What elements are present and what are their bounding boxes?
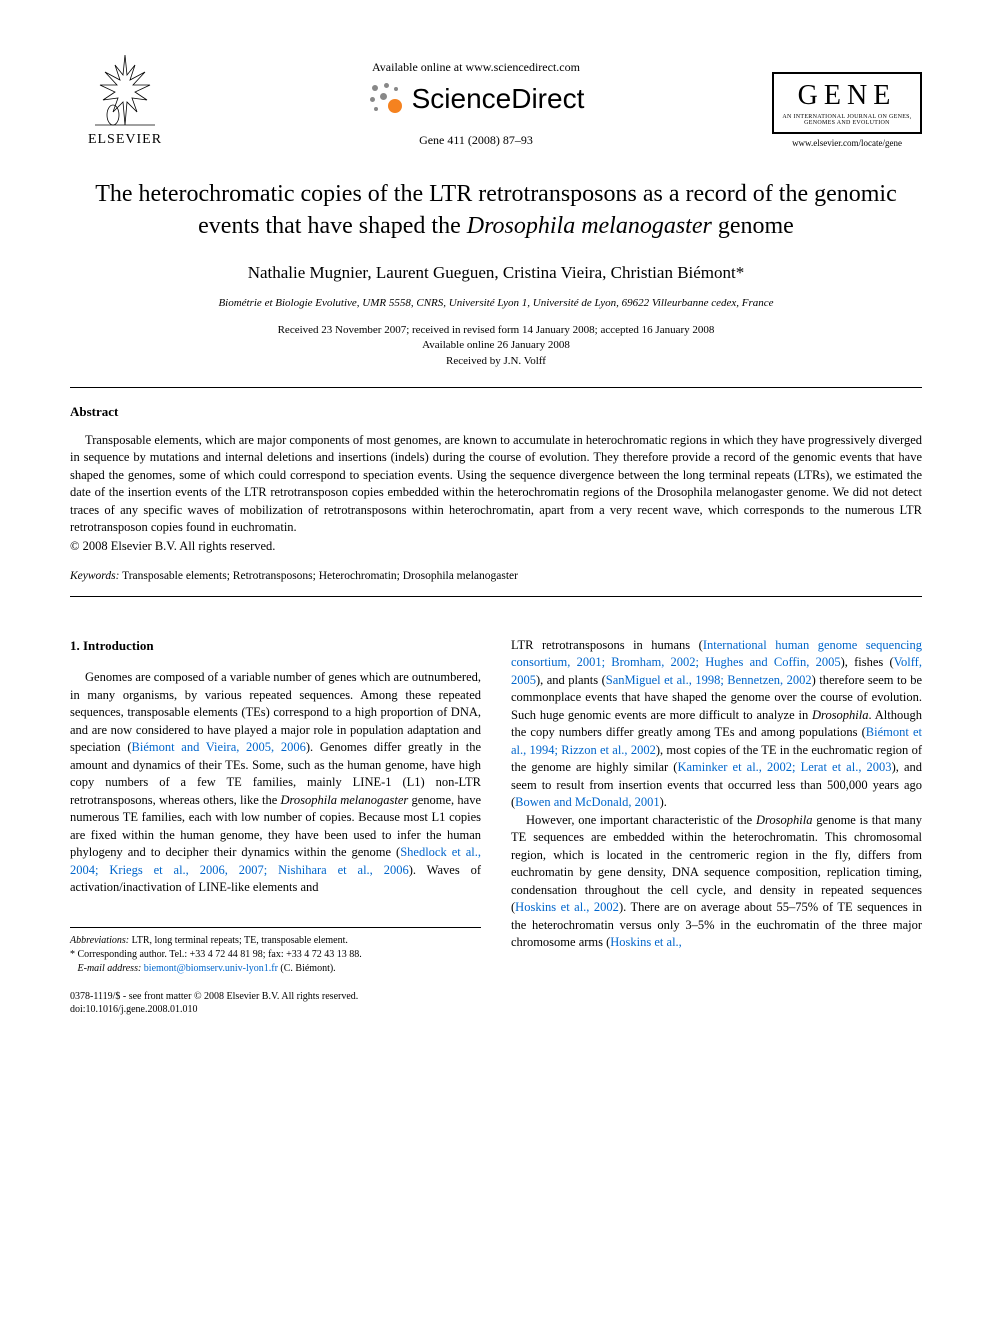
gene-subtitle: AN INTERNATIONAL JOURNAL ON GENES, GENOM… [778,114,916,126]
abstract-copyright: © 2008 Elsevier B.V. All rights reserved… [70,539,922,554]
dates-block: Received 23 November 2007; received in r… [70,323,922,369]
abbreviations-footnote: Abbreviations: LTR, long terminal repeat… [70,934,481,948]
keywords-row: Keywords: Transposable elements; Retrotr… [70,570,922,582]
section-title: Introduction [80,638,154,653]
elsevier-logo: ELSEVIER [70,50,180,148]
section-number: 1. [70,638,80,653]
citation-link[interactable]: Hoskins et al., [610,935,682,949]
title-part2: genome [712,213,794,239]
article-title: The heterochromatic copies of the LTR re… [90,178,902,243]
citation-link[interactable]: Kaminker et al., 2002; Lerat et al., 200… [677,760,891,774]
date-available: Available online 26 January 2008 [70,338,922,353]
affiliation: Biométrie et Biologie Evolutive, UMR 555… [70,297,922,309]
sciencedirect-logo: ScienceDirect [368,81,585,117]
authors: Nathalie Mugnier, Laurent Gueguen, Crist… [70,263,922,283]
column-left: 1. Introduction Genomes are composed of … [70,637,481,1016]
body-columns: 1. Introduction Genomes are composed of … [70,637,922,1016]
abstract-label: Abstract [70,404,922,420]
keywords-text: Transposable elements; Retrotransposons;… [119,570,518,582]
header-row: ELSEVIER Available online at www.science… [70,50,922,148]
email-label: E-mail address: [78,963,142,974]
keywords-label: Keywords: [70,570,119,582]
date-received-by: Received by J.N. Volff [70,354,922,369]
email-footnote: E-mail address: biemont@biomserv.univ-ly… [70,962,481,976]
citation-link[interactable]: SanMiguel et al., 1998; Bennetzen, 2002 [606,673,812,687]
citation-link[interactable]: Bowen and McDonald, 2001 [515,795,659,809]
footnotes: Abbreviations: LTR, long terminal repeat… [70,927,481,976]
divider [70,596,922,597]
corr-text: Corresponding author. Tel.: +33 4 72 44 … [75,949,362,960]
footer-doi: doi:10.1016/j.gene.2008.01.010 [70,1003,481,1016]
date-received: Received 23 November 2007; received in r… [70,323,922,338]
gene-title: GENE [778,80,916,112]
authors-list: Nathalie Mugnier, Laurent Gueguen, Crist… [248,263,736,282]
elsevier-tree-icon [85,50,165,130]
abstract-text: Transposable elements, which are major c… [70,432,922,537]
section-heading: 1. Introduction [70,637,481,655]
divider [70,387,922,388]
sciencedirect-icon [368,81,404,117]
abbrev-label: Abbreviations: [70,935,129,946]
journal-reference: Gene 411 (2008) 87–93 [419,133,533,148]
page-container: ELSEVIER Available online at www.science… [0,0,992,1046]
paragraph: Genomes are composed of a variable numbe… [70,669,481,897]
abstract-section: Abstract Transposable elements, which ar… [70,404,922,554]
journal-url: www.elsevier.com/locate/gene [772,138,922,148]
sciencedirect-text: ScienceDirect [412,83,585,115]
corresponding-marker: * [736,263,745,282]
email-link[interactable]: biemont@biomserv.univ-lyon1.fr [141,963,278,974]
footer-copyright: 0378-1119/$ - see front matter © 2008 El… [70,990,481,1003]
paragraph: However, one important characteristic of… [511,812,922,952]
journal-box: GENE AN INTERNATIONAL JOURNAL ON GENES, … [772,72,922,148]
citation-link[interactable]: Biémont and Vieira, 2005, 2006 [132,740,306,754]
paragraph: LTR retrotransposons in humans (Internat… [511,637,922,812]
center-header: Available online at www.sciencedirect.co… [180,60,772,148]
citation-link[interactable]: Hoskins et al., 2002 [515,900,619,914]
email-suffix: (C. Biémont). [278,963,336,974]
gene-logo-box: GENE AN INTERNATIONAL JOURNAL ON GENES, … [772,72,922,134]
footer: 0378-1119/$ - see front matter © 2008 El… [70,990,481,1016]
elsevier-label: ELSEVIER [88,132,162,148]
available-online-text: Available online at www.sciencedirect.co… [372,60,580,75]
abbrev-text: LTR, long terminal repeats; TE, transpos… [129,935,348,946]
corresponding-footnote: * Corresponding author. Tel.: +33 4 72 4… [70,948,481,962]
title-italic: Drosophila melanogaster [467,213,712,239]
column-right: LTR retrotransposons in humans (Internat… [511,637,922,1016]
